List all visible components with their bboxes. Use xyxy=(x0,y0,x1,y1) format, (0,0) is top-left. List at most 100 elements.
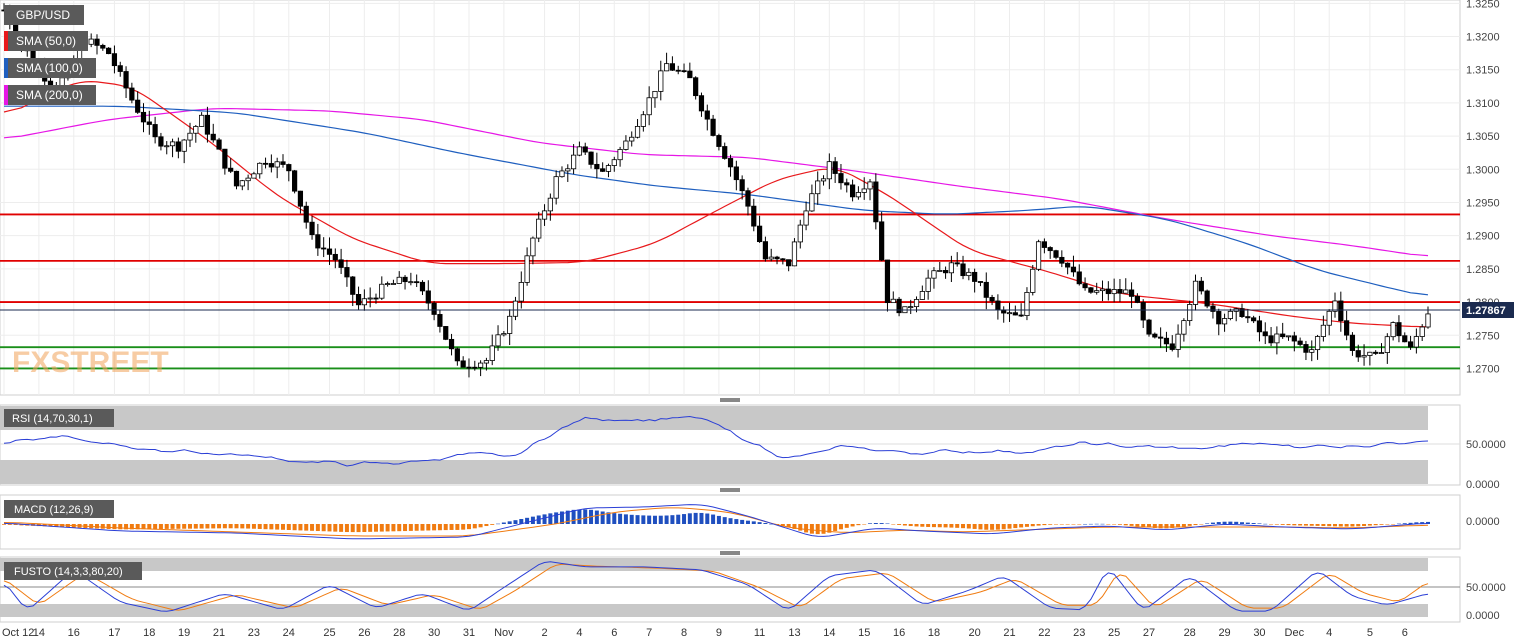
macd-hist-bar xyxy=(664,515,669,524)
macd-hist-bar xyxy=(327,524,332,532)
price-tick-label: 1.3250 xyxy=(1466,0,1500,10)
candle-down xyxy=(989,296,995,302)
candle-up xyxy=(536,218,542,239)
macd-hist-bar xyxy=(344,524,349,533)
date-tick-label: 23 xyxy=(1073,627,1085,639)
date-tick-label: 2 xyxy=(541,627,547,639)
rsi-oversold-zone xyxy=(0,460,1428,484)
candle-up xyxy=(797,224,803,243)
candle-down xyxy=(1280,333,1286,338)
date-tick-label: 14 xyxy=(33,627,45,639)
price-tick-label: 1.3050 xyxy=(1466,131,1500,143)
candle-up xyxy=(658,70,664,92)
sma200-color-swatch xyxy=(4,85,8,105)
candle-down xyxy=(431,302,437,315)
macd-hist-bar xyxy=(1019,524,1024,528)
date-tick-label: Dec xyxy=(1285,627,1305,639)
macd-hist-bar xyxy=(1117,524,1122,525)
macd-hist-bar xyxy=(583,509,588,524)
candle-down xyxy=(460,360,466,368)
macd-label-bg xyxy=(4,500,114,518)
horizontal-levels xyxy=(0,213,1460,370)
macd-hist-bar xyxy=(1269,524,1274,525)
candle-down xyxy=(1105,288,1111,295)
candle-down xyxy=(733,166,739,181)
macd-hist-bar xyxy=(844,524,849,528)
candle-down xyxy=(1088,287,1094,293)
candle-up xyxy=(501,333,507,336)
macd-hist-bar xyxy=(426,524,431,531)
candle-down xyxy=(1012,312,1018,316)
candle-down xyxy=(350,276,356,295)
macd-hist-bar xyxy=(420,524,425,531)
macd-hist-bar xyxy=(1391,524,1396,525)
macd-hist-bar xyxy=(751,521,756,524)
macd-hist-bar xyxy=(647,515,652,524)
macd-hist-bar xyxy=(740,519,745,524)
candle-down xyxy=(1297,340,1303,345)
candle-up xyxy=(1035,241,1042,270)
date-tick-label: 14 xyxy=(823,627,835,639)
main-resize-handle[interactable] xyxy=(720,398,740,402)
candle-down xyxy=(1140,302,1146,321)
macd-hist-bar xyxy=(1077,524,1082,525)
macd-hist-bar xyxy=(1298,524,1303,526)
candle-down xyxy=(448,338,455,350)
macd-hist-bar xyxy=(972,524,977,529)
candle-down xyxy=(466,366,472,369)
candle-up xyxy=(1390,322,1396,338)
macd-hist-bar xyxy=(856,524,861,526)
macd-hist-bar xyxy=(868,523,873,524)
candle-down xyxy=(716,135,722,147)
macd-line-path xyxy=(3,504,1429,540)
candle-down xyxy=(1059,256,1065,264)
macd-hist-bar xyxy=(397,524,402,532)
macd-hist-bar xyxy=(1350,524,1355,527)
macd-hist-bar xyxy=(251,524,256,529)
macd-hist-bar xyxy=(1344,524,1349,527)
macd-hist-bar xyxy=(1100,523,1105,525)
macd-hist-bar xyxy=(228,524,233,529)
macd-hist-bar xyxy=(618,513,623,524)
candle-down xyxy=(1204,290,1210,307)
macd-hist-bar xyxy=(513,520,518,524)
candle-down xyxy=(838,173,844,184)
candle-down xyxy=(106,47,112,55)
macd-hist-bar xyxy=(373,524,378,532)
candle-down xyxy=(1355,350,1361,358)
macd-hist-bar xyxy=(176,524,181,529)
macd-hist-bar xyxy=(437,524,442,531)
macd-hist-bar xyxy=(275,524,280,530)
macd-hist-bar xyxy=(1036,524,1041,526)
macd-hist-bar xyxy=(908,524,913,527)
macd-hist-bar xyxy=(263,524,268,530)
macd-hist-bar xyxy=(821,524,826,534)
candle-down xyxy=(710,118,716,136)
candle-up xyxy=(791,241,798,267)
macd-hist-bar xyxy=(786,524,791,528)
candle-up xyxy=(1419,326,1425,337)
candle-down xyxy=(1396,322,1402,337)
candle-up xyxy=(512,300,519,317)
macd-hist-bar xyxy=(1408,522,1413,524)
macd-hist-bar xyxy=(873,523,878,524)
candle-down xyxy=(332,253,338,261)
macd-hist-bar xyxy=(571,509,576,524)
candle-up xyxy=(507,315,513,334)
candle-down xyxy=(315,234,321,249)
macd-hist-bar xyxy=(1286,524,1291,526)
candle-up xyxy=(193,126,199,134)
rsi-resize-handle[interactable] xyxy=(720,488,740,492)
candle-down xyxy=(1344,320,1350,336)
macd-resize-handle[interactable] xyxy=(720,551,740,555)
candle-up xyxy=(855,192,862,198)
macd-hist-bar xyxy=(472,524,477,529)
candle-up xyxy=(605,165,612,172)
sma50-line xyxy=(3,80,1429,328)
macd-hist-bar xyxy=(490,524,495,525)
macd-hist-bar xyxy=(804,524,809,533)
candle-up xyxy=(553,176,559,199)
macd-hist-bar xyxy=(1071,524,1076,525)
candle-down xyxy=(443,326,449,340)
candle-down xyxy=(228,167,234,172)
